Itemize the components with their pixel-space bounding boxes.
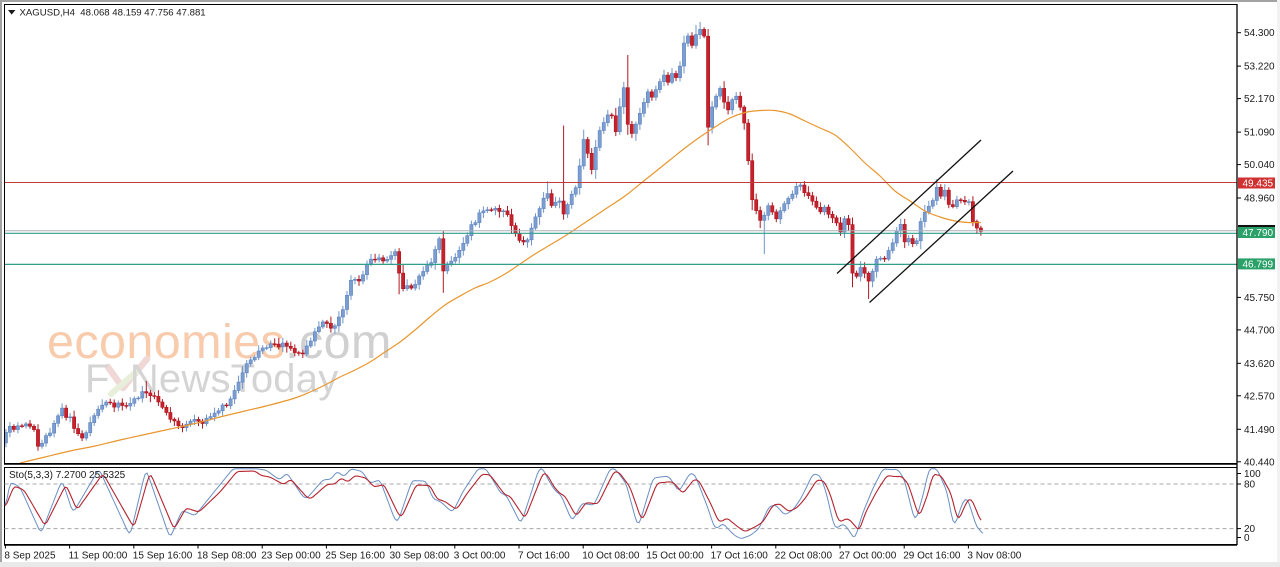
svg-text:15 Oct 00:00: 15 Oct 00:00 — [646, 551, 704, 562]
svg-text:XAGUSD,H4 48.068 48.159 47.75: XAGUSD,H4 48.068 48.159 47.756 47.881 — [20, 7, 206, 18]
svg-text:economies.com: economies.com — [47, 315, 392, 369]
svg-text:49.435: 49.435 — [1243, 179, 1274, 190]
svg-text:0: 0 — [1244, 533, 1250, 544]
svg-text:17 Oct 16:00: 17 Oct 16:00 — [711, 551, 769, 562]
svg-text:22 Oct 08:00: 22 Oct 08:00 — [775, 551, 833, 562]
svg-text:53.220: 53.220 — [1244, 62, 1275, 73]
svg-text:52.170: 52.170 — [1244, 94, 1275, 105]
svg-text:23 Sep 00:00: 23 Sep 00:00 — [261, 551, 321, 562]
svg-text:41.490: 41.490 — [1244, 425, 1275, 436]
svg-text:18 Sep 08:00: 18 Sep 08:00 — [197, 551, 257, 562]
svg-text:80: 80 — [1244, 480, 1256, 491]
svg-text:11 Sep 00:00: 11 Sep 00:00 — [69, 551, 128, 562]
svg-text:48.960: 48.960 — [1244, 194, 1275, 205]
svg-text:15 Sep 16:00: 15 Sep 16:00 — [133, 551, 193, 562]
svg-text:54.300: 54.300 — [1244, 28, 1275, 39]
svg-text:7 Oct 16:00: 7 Oct 16:00 — [518, 551, 570, 562]
svg-text:29 Oct 16:00: 29 Oct 16:00 — [903, 551, 961, 562]
svg-text:44.700: 44.700 — [1244, 325, 1275, 336]
svg-text:43.620: 43.620 — [1244, 359, 1275, 370]
svg-text:47.790: 47.790 — [1243, 228, 1274, 239]
svg-text:51.090: 51.090 — [1244, 128, 1275, 139]
svg-text:100: 100 — [1244, 469, 1261, 480]
svg-text:FxNewsToday: FxNewsToday — [85, 357, 338, 401]
svg-text:25 Sep 16:00: 25 Sep 16:00 — [325, 551, 385, 562]
svg-text:30 Sep 08:00: 30 Sep 08:00 — [390, 551, 450, 562]
svg-text:Sto(5,3,3) 7.2700 25.5325: Sto(5,3,3) 7.2700 25.5325 — [9, 470, 126, 481]
svg-text:27 Oct 00:00: 27 Oct 00:00 — [839, 551, 897, 562]
svg-text:40.440: 40.440 — [1244, 457, 1275, 468]
svg-text:46.799: 46.799 — [1243, 259, 1274, 270]
svg-text:3 Nov 08:00: 3 Nov 08:00 — [967, 551, 1021, 562]
svg-text:20: 20 — [1244, 524, 1256, 535]
svg-text:10 Oct 08:00: 10 Oct 08:00 — [582, 551, 640, 562]
svg-text:3 Oct 00:00: 3 Oct 00:00 — [454, 551, 506, 562]
svg-text:45.750: 45.750 — [1244, 293, 1275, 304]
svg-text:42.570: 42.570 — [1244, 391, 1275, 402]
svg-text:8 Sep 2025: 8 Sep 2025 — [4, 551, 56, 562]
svg-text:50.040: 50.040 — [1244, 160, 1275, 171]
